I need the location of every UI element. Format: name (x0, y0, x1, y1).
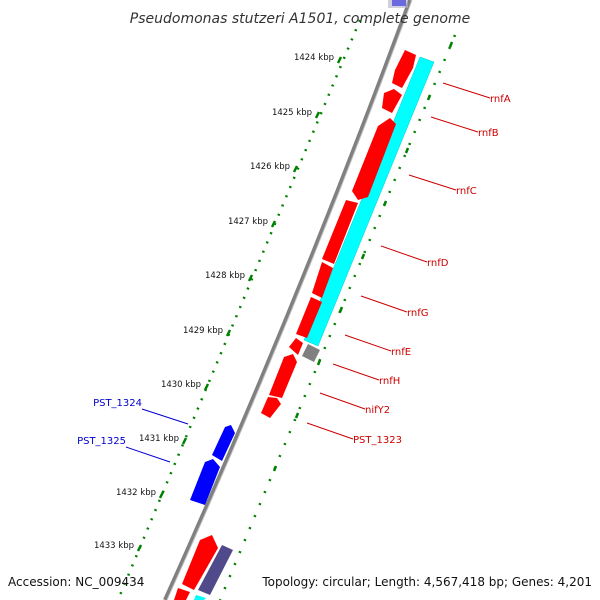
forward-gene-rnfG (312, 262, 333, 298)
outer-tick (316, 359, 322, 366)
outer-tick (360, 253, 366, 260)
forward-gene-rnfC (352, 118, 396, 200)
top-gray-feature (388, 0, 408, 8)
gene-label-rnfD: rnfD (427, 258, 449, 269)
scale-tick (336, 56, 343, 64)
kbp-label: 1426 kbp (250, 162, 290, 172)
scale-tick-marks (136, 56, 343, 552)
leader-line (344, 334, 392, 352)
scale-tick (292, 165, 299, 173)
leader-line (306, 422, 354, 440)
reverse-gene-labels: PST_1324 PST_1325 (77, 398, 189, 463)
bottom-purple-gene (198, 545, 233, 595)
genome-title: Pseudomonas stutzeri A1501, complete gen… (130, 11, 470, 27)
topology-text: Topology: circular; Length: 4,567,418 bp… (261, 575, 592, 589)
kbp-label: 1432 kbp (116, 488, 156, 498)
scale-tick (203, 383, 210, 391)
forward-gene-rnfE (296, 297, 322, 338)
gene-label-rnfB: rnfB (478, 128, 499, 139)
forward-gene-rnfA (392, 50, 416, 88)
outer-tick (294, 412, 300, 419)
scale-tick (247, 274, 254, 282)
scale-tick (136, 544, 143, 552)
forward-gene-rnfD (322, 200, 358, 264)
forward-gene-nifY2 (269, 354, 297, 398)
leader-line (319, 392, 366, 410)
outer-tick (448, 41, 454, 48)
scale-tick (158, 491, 165, 499)
outer-tick (382, 200, 388, 207)
forward-gene-rnfB (382, 89, 402, 113)
kbp-label: 1429 kbp (183, 326, 223, 336)
kbp-label: 1427 kbp (228, 217, 268, 227)
kbp-label: 1425 kbp (272, 108, 312, 118)
forward-gene-labels: rnfA rnfB rnfC rnfD rnfG rnfE rnfH nifY2 PST_132… (306, 82, 511, 446)
outer-tick (338, 306, 344, 313)
leader-line (408, 174, 457, 191)
gene-label-PST_1324: PST_1324 (93, 398, 142, 409)
gene-label-rnfC: rnfC (456, 186, 477, 197)
leader-line (430, 116, 479, 133)
leader-line (380, 245, 428, 263)
kbp-label: 1424 kbp (294, 53, 334, 63)
genome-backbone-highlight (166, 0, 413, 600)
genome-backbone (163, 0, 412, 600)
gene-label-nifY2: nifY2 (365, 405, 390, 416)
forward-gene-rnfH (289, 338, 303, 355)
kbp-label: 1430 kbp (161, 380, 201, 390)
leader-line (332, 363, 380, 381)
reverse-genes (190, 425, 235, 505)
scale-tick (181, 437, 188, 445)
scale-tick (314, 111, 321, 119)
scale-tick (225, 329, 232, 337)
gene-label-PST_1325: PST_1325 (77, 436, 126, 447)
leader-line (442, 82, 491, 99)
gc-track-cyan (303, 56, 435, 347)
forward-genes (261, 50, 416, 418)
outer-tick (404, 147, 410, 154)
reverse-gene-PST_1325 (190, 459, 220, 505)
outer-tick (272, 465, 278, 472)
scale-labels: 1424 kbp 1425 kbp 1426 kbp 1427 kbp 1428 kbp… (94, 53, 334, 551)
outer-tick (426, 94, 432, 101)
gene-label-rnfG: rnfG (407, 308, 429, 319)
bottom-red-gene-2 (174, 588, 190, 600)
scale-tick (270, 220, 277, 228)
reverse-gene-PST_1324 (212, 425, 235, 461)
gray-feature (302, 344, 320, 362)
leader-line (141, 408, 189, 425)
outer-tick-marks (272, 41, 454, 472)
bottom-cyan-feature (194, 595, 206, 600)
gene-label-rnfE: rnfE (391, 347, 411, 358)
gene-label-rnfA: rnfA (490, 94, 511, 105)
leader-line (125, 446, 171, 463)
gene-label-rnfH: rnfH (379, 376, 400, 387)
gene-label-PST_1323: PST_1323 (353, 435, 402, 446)
leader-line (360, 295, 408, 313)
kbp-label: 1431 kbp (139, 434, 179, 444)
kbp-label: 1433 kbp (94, 541, 134, 551)
forward-gene-PST_1323 (261, 397, 281, 418)
accession-text: Accession: NC_009434 (8, 575, 144, 589)
bottom-red-gene (182, 535, 218, 590)
kbp-label: 1428 kbp (205, 271, 245, 281)
